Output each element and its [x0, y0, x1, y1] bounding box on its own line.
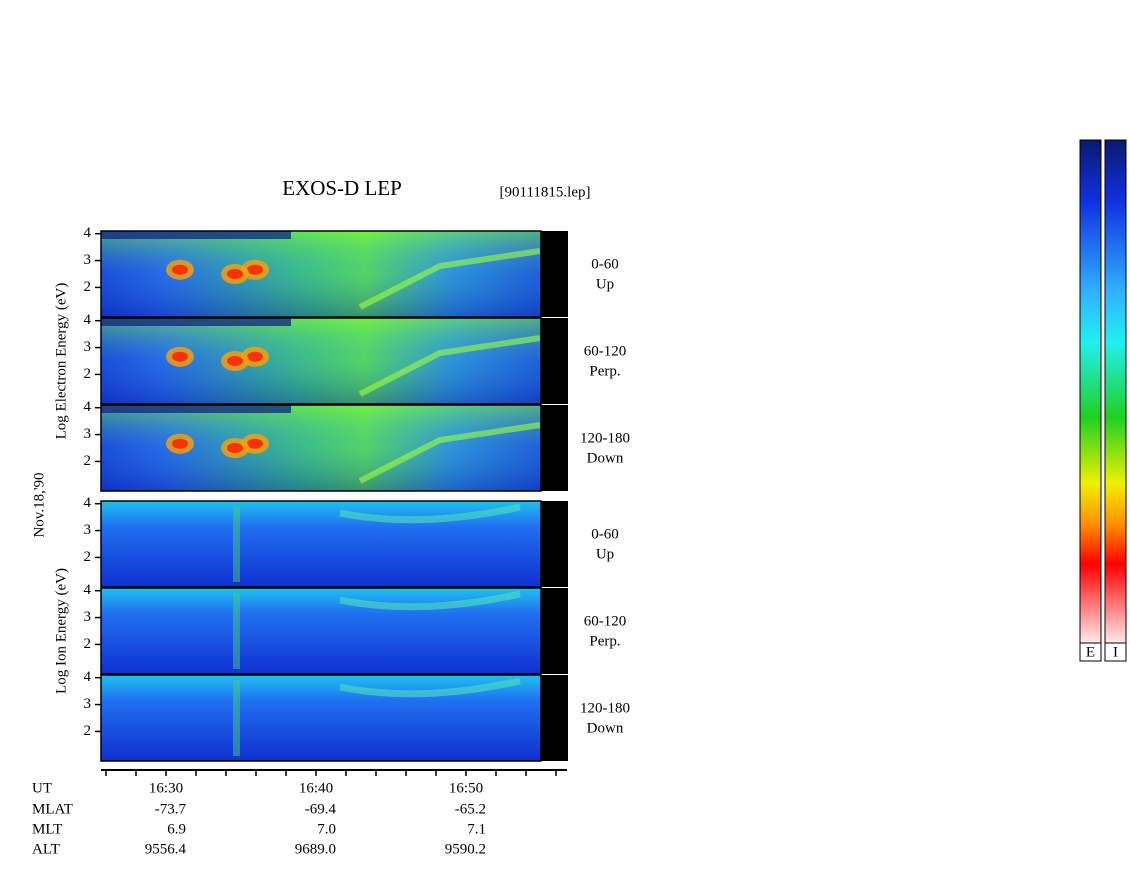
streak — [358, 335, 541, 397]
black-band — [541, 231, 568, 317]
hot-spot — [247, 351, 263, 362]
panel-range: 0-60 — [591, 256, 619, 272]
hot-spot — [247, 264, 263, 275]
y-tick-label: 3 — [84, 339, 92, 355]
panel-direction: Up — [596, 546, 614, 562]
black-band — [541, 588, 568, 674]
file-name: [90111815.lep] — [500, 184, 591, 200]
y-tick-label: 3 — [84, 609, 92, 625]
dark-band — [101, 318, 291, 326]
panel-frame — [100, 404, 542, 492]
date-label: Nov.18,'90 — [31, 472, 47, 537]
row-value: 6.9 — [167, 821, 186, 837]
panel-range: 120-180 — [580, 430, 630, 446]
hot-spot — [227, 443, 243, 453]
y-tick-label: 3 — [84, 696, 92, 712]
panel-frame — [100, 674, 542, 762]
black-band — [541, 501, 568, 587]
colorbar-label-box — [1104, 642, 1127, 662]
y-tick-label: 4 — [84, 495, 92, 511]
hot-spot — [172, 438, 188, 449]
hot-spot — [172, 351, 188, 362]
row-value: -73.7 — [155, 801, 187, 817]
streak — [339, 677, 521, 698]
panel-frame — [100, 230, 542, 318]
colorbar-label: I — [1113, 644, 1118, 660]
y-tick-label: 2 — [84, 366, 92, 382]
hot-spot — [227, 269, 243, 279]
electron-axis-label: Log Electron Energy (eV) — [53, 283, 69, 440]
panel-direction: Perp. — [589, 633, 620, 649]
y-tick-label: 3 — [84, 522, 92, 538]
row-label: MLT — [32, 821, 62, 837]
row-value: -69.4 — [305, 801, 337, 817]
panel-range: 60-120 — [584, 613, 627, 629]
panel-range: 0-60 — [591, 526, 619, 542]
row-value: 9590.2 — [445, 841, 486, 857]
spectrogram-shade — [101, 318, 541, 404]
row-label: MLAT — [32, 801, 73, 817]
y-tick-label: 3 — [84, 426, 92, 442]
row-value: 9556.4 — [145, 841, 187, 857]
row-value: 16:50 — [449, 780, 483, 796]
row-value: 7.1 — [467, 821, 486, 837]
y-tick-label: 4 — [84, 582, 92, 598]
hot-spot — [172, 264, 188, 275]
title: EXOS-D LEP — [282, 176, 402, 200]
colorbar — [1079, 139, 1102, 646]
streak — [233, 593, 240, 669]
spectrogram-shade — [101, 231, 541, 317]
panel-frame — [100, 587, 542, 675]
row-value: -65.2 — [455, 801, 486, 817]
dark-band — [101, 231, 291, 239]
panel-frame — [100, 317, 542, 405]
y-tick-label: 4 — [84, 399, 92, 415]
y-tick-label: 2 — [84, 453, 92, 469]
black-band — [541, 318, 568, 404]
black-band — [541, 405, 568, 491]
panel-frame — [100, 500, 542, 588]
streak — [233, 506, 240, 582]
panel-direction: Down — [587, 720, 624, 736]
black-band — [541, 675, 568, 761]
y-tick-label: 2 — [84, 723, 92, 739]
y-tick-label: 2 — [84, 279, 92, 295]
y-tick-label: 2 — [84, 549, 92, 565]
spectrogram-shade — [101, 405, 541, 491]
streak — [358, 422, 541, 484]
streak — [233, 680, 240, 756]
hot-spot — [227, 356, 243, 366]
dark-band — [101, 405, 291, 413]
streak — [358, 248, 541, 310]
row-value: 9689.0 — [295, 841, 336, 857]
streak — [339, 503, 521, 524]
ion-axis-label: Log Ion Energy (eV) — [53, 568, 69, 694]
y-tick-label: 4 — [84, 312, 92, 328]
row-label: UT — [32, 780, 52, 796]
row-label: ALT — [32, 841, 60, 857]
streak — [339, 590, 521, 611]
row-value: 7.0 — [317, 821, 336, 837]
row-value: 16:30 — [149, 780, 183, 796]
colorbar — [1104, 139, 1127, 646]
hot-spot — [247, 438, 263, 449]
panel-direction: Up — [596, 276, 614, 292]
y-tick-label: 3 — [84, 252, 92, 268]
y-tick-label: 2 — [84, 636, 92, 652]
y-tick-label: 4 — [84, 225, 92, 241]
panel-direction: Perp. — [589, 363, 620, 379]
panel-direction: Down — [587, 450, 624, 466]
row-value: 16:40 — [299, 780, 333, 796]
colorbar-label-box — [1079, 642, 1102, 662]
panel-range: 60-120 — [584, 343, 627, 359]
y-tick-label: 4 — [84, 669, 92, 685]
colorbar-label: E — [1086, 644, 1095, 660]
panel-range: 120-180 — [580, 700, 630, 716]
